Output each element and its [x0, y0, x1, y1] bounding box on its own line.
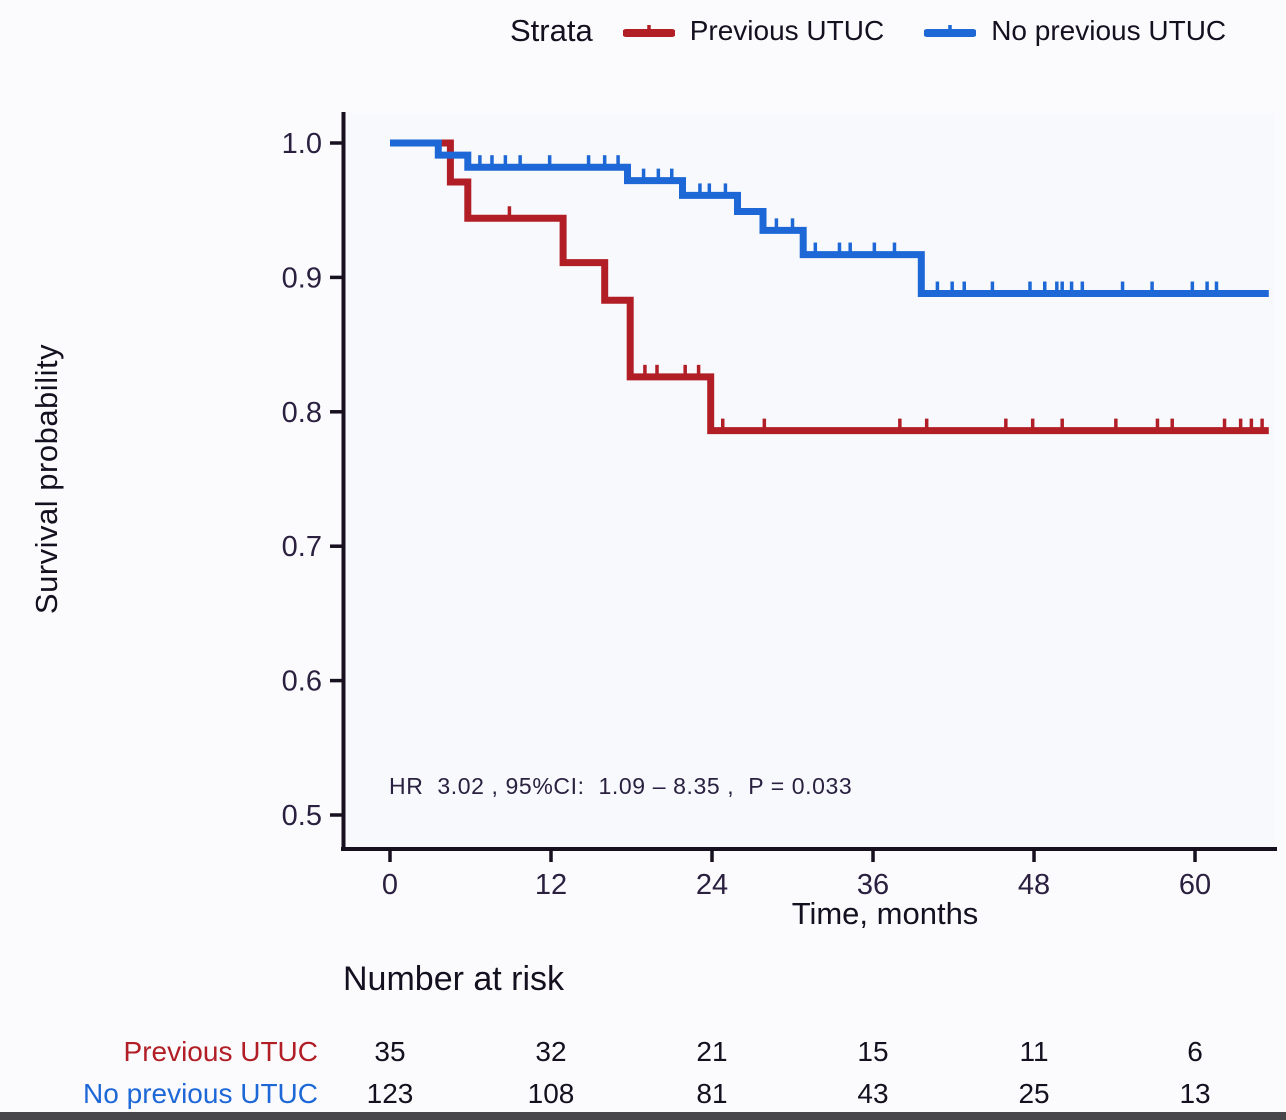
risk-count: 123: [366, 1078, 414, 1109]
y-tick-label: 0.8: [282, 397, 322, 429]
legend-title: Strata: [510, 13, 593, 48]
survival-curve-previous-utuc: [390, 139, 1269, 435]
x-axis-title: Time, months: [791, 896, 979, 931]
y-tick-label: 0.9: [282, 262, 322, 294]
y-axis-title: Survival probability: [29, 343, 64, 615]
bottom-crop-bar: [0, 1112, 1286, 1120]
risk-row-label-previous-utuc: Previous UTUC: [123, 1036, 318, 1067]
risk-count: 108: [527, 1078, 575, 1109]
legend-item-no-previous-utuc: No previous UTUC: [924, 15, 1226, 47]
y-tick-label: 0.6: [282, 666, 322, 698]
y-tick-label: 1.0: [282, 128, 322, 160]
legend-item-previous-utuc: Previous UTUC: [622, 15, 885, 47]
risk-count: 21: [696, 1036, 728, 1067]
risk-count: 25: [1018, 1078, 1050, 1109]
x-tick-label: 48: [1018, 869, 1050, 901]
hazard-ratio-annotation: HR 3.02 , 95%CI: 1.09 – 8.35 , P = 0.033: [389, 773, 853, 799]
risk-count: 11: [1019, 1036, 1049, 1067]
risk-count: 43: [857, 1078, 889, 1109]
risk-table-title: Number at risk: [343, 960, 565, 998]
risk-count: 6: [1187, 1036, 1203, 1067]
legend-label-previous-utuc: Previous UTUC: [689, 15, 885, 46]
risk-count: 35: [374, 1036, 406, 1067]
blue-line-censor-icon: [924, 25, 977, 37]
x-tick-label: 24: [696, 869, 728, 901]
legend-label-no-previous-utuc: No previous UTUC: [991, 15, 1227, 46]
risk-count: 81: [696, 1078, 728, 1109]
legend: Strata Previous UTUC No previous UTUC: [510, 8, 1266, 54]
red-line-censor-icon: [622, 25, 675, 37]
survival-curve-no-previous-utuc: [390, 139, 1269, 297]
risk-row-label-no-previous-utuc: No previous UTUC: [83, 1078, 318, 1109]
y-tick-label: 0.5: [282, 800, 322, 832]
x-tick-label: 36: [857, 869, 889, 901]
x-tick-label: 0: [382, 869, 398, 901]
risk-count: 13: [1179, 1078, 1211, 1109]
risk-count: 15: [857, 1036, 889, 1067]
y-tick-label: 0.7: [282, 531, 322, 563]
risk-count: 32: [535, 1036, 567, 1067]
x-tick-label: 12: [535, 869, 567, 901]
plot-panel: [345, 113, 1275, 848]
x-tick-label: 60: [1179, 869, 1211, 901]
